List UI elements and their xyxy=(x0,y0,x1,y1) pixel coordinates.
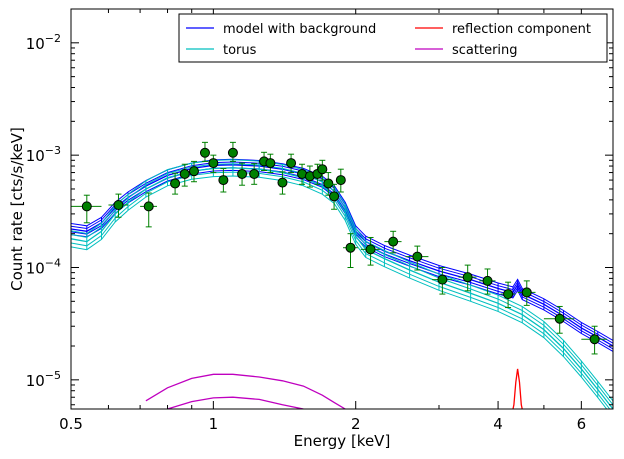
data-point xyxy=(143,201,154,212)
x-tick-label: 0.5 xyxy=(59,415,83,433)
data-point xyxy=(412,251,423,262)
data-point xyxy=(335,175,346,186)
scattering-line xyxy=(145,373,347,409)
data-point xyxy=(179,168,190,179)
data-point xyxy=(329,191,340,202)
y-tick-label: 10−3 xyxy=(26,144,61,165)
data-point xyxy=(317,164,328,175)
axes-layer: 0.5 1 2 4 6 10−5 10−4 10−3 10−2 xyxy=(26,8,614,433)
data-points-layer xyxy=(71,141,608,355)
x-tick-label: 2 xyxy=(351,415,361,433)
x-tick-label: 6 xyxy=(577,415,587,433)
x-tick-label: 1 xyxy=(209,415,219,433)
legend-box xyxy=(178,13,608,63)
y-axis-label: Count rate [cts/s/keV] xyxy=(8,127,26,291)
legend-label-model: model with background xyxy=(223,22,376,37)
data-point xyxy=(188,166,199,177)
series-layer xyxy=(71,158,613,409)
x-tick-label: 4 xyxy=(493,415,503,433)
data-point xyxy=(437,274,448,285)
data-point xyxy=(227,147,238,158)
data-point xyxy=(462,272,473,283)
data-point xyxy=(388,236,399,247)
data-point xyxy=(81,201,92,212)
reflection-component-line xyxy=(512,368,523,409)
data-point xyxy=(265,158,276,169)
data-point xyxy=(277,177,288,188)
data-point xyxy=(199,147,210,158)
data-point xyxy=(170,178,181,189)
y-tick-label: 10−4 xyxy=(26,256,61,277)
torus-band-line xyxy=(71,159,613,402)
data-point xyxy=(521,287,532,298)
data-point xyxy=(554,313,565,324)
data-point xyxy=(365,244,376,255)
model-with-background-band-line xyxy=(71,161,613,344)
data-point xyxy=(208,158,219,169)
legend: model with background reflection compone… xyxy=(178,13,608,63)
data-point xyxy=(249,168,260,179)
y-tick-label: 10−2 xyxy=(26,32,61,53)
legend-label-torus: torus xyxy=(223,43,257,58)
plot-frame xyxy=(70,8,614,410)
data-point xyxy=(503,289,514,300)
y-tick-label: 10−5 xyxy=(26,369,61,390)
legend-label-reflection: reflection component xyxy=(452,22,591,37)
data-point xyxy=(589,334,600,345)
data-point xyxy=(113,200,124,211)
data-point xyxy=(286,158,297,169)
data-point xyxy=(218,175,229,186)
x-axis-label: Energy [keV] xyxy=(294,432,391,450)
data-point xyxy=(237,168,248,179)
data-point xyxy=(482,275,493,286)
data-point xyxy=(345,242,356,253)
data-point xyxy=(323,178,334,189)
scattering-lower-line xyxy=(167,396,304,409)
legend-label-scattering: scattering xyxy=(452,43,518,58)
